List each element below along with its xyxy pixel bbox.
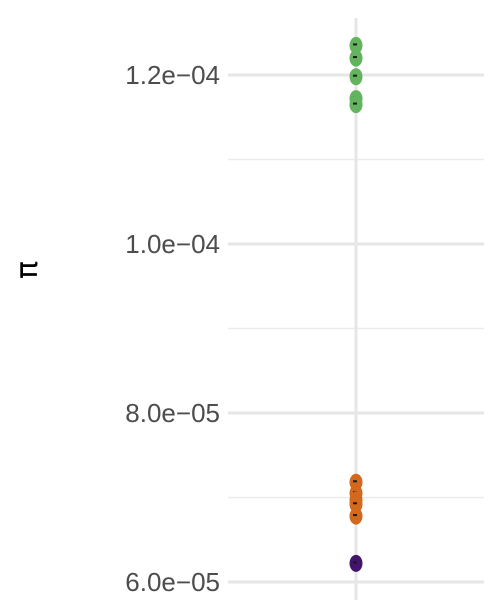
y-axis-title: π <box>10 261 45 279</box>
data-points <box>349 36 363 572</box>
data-point <box>349 49 363 67</box>
y-tick-label: 1.2e−04 <box>125 60 220 90</box>
y-tick-labels: 6.0e−05 8.0e−05 1.0e−04 1.2e−04 <box>125 60 220 597</box>
data-point <box>349 507 363 525</box>
data-point <box>349 36 363 54</box>
y-tick-label: 6.0e−05 <box>125 567 220 597</box>
data-point <box>349 68 363 86</box>
y-tick-label: 1.0e−04 <box>125 229 220 259</box>
data-point <box>349 96 363 114</box>
y-tick-label: 8.0e−05 <box>125 398 220 428</box>
data-point <box>349 495 363 513</box>
data-point <box>349 554 363 572</box>
